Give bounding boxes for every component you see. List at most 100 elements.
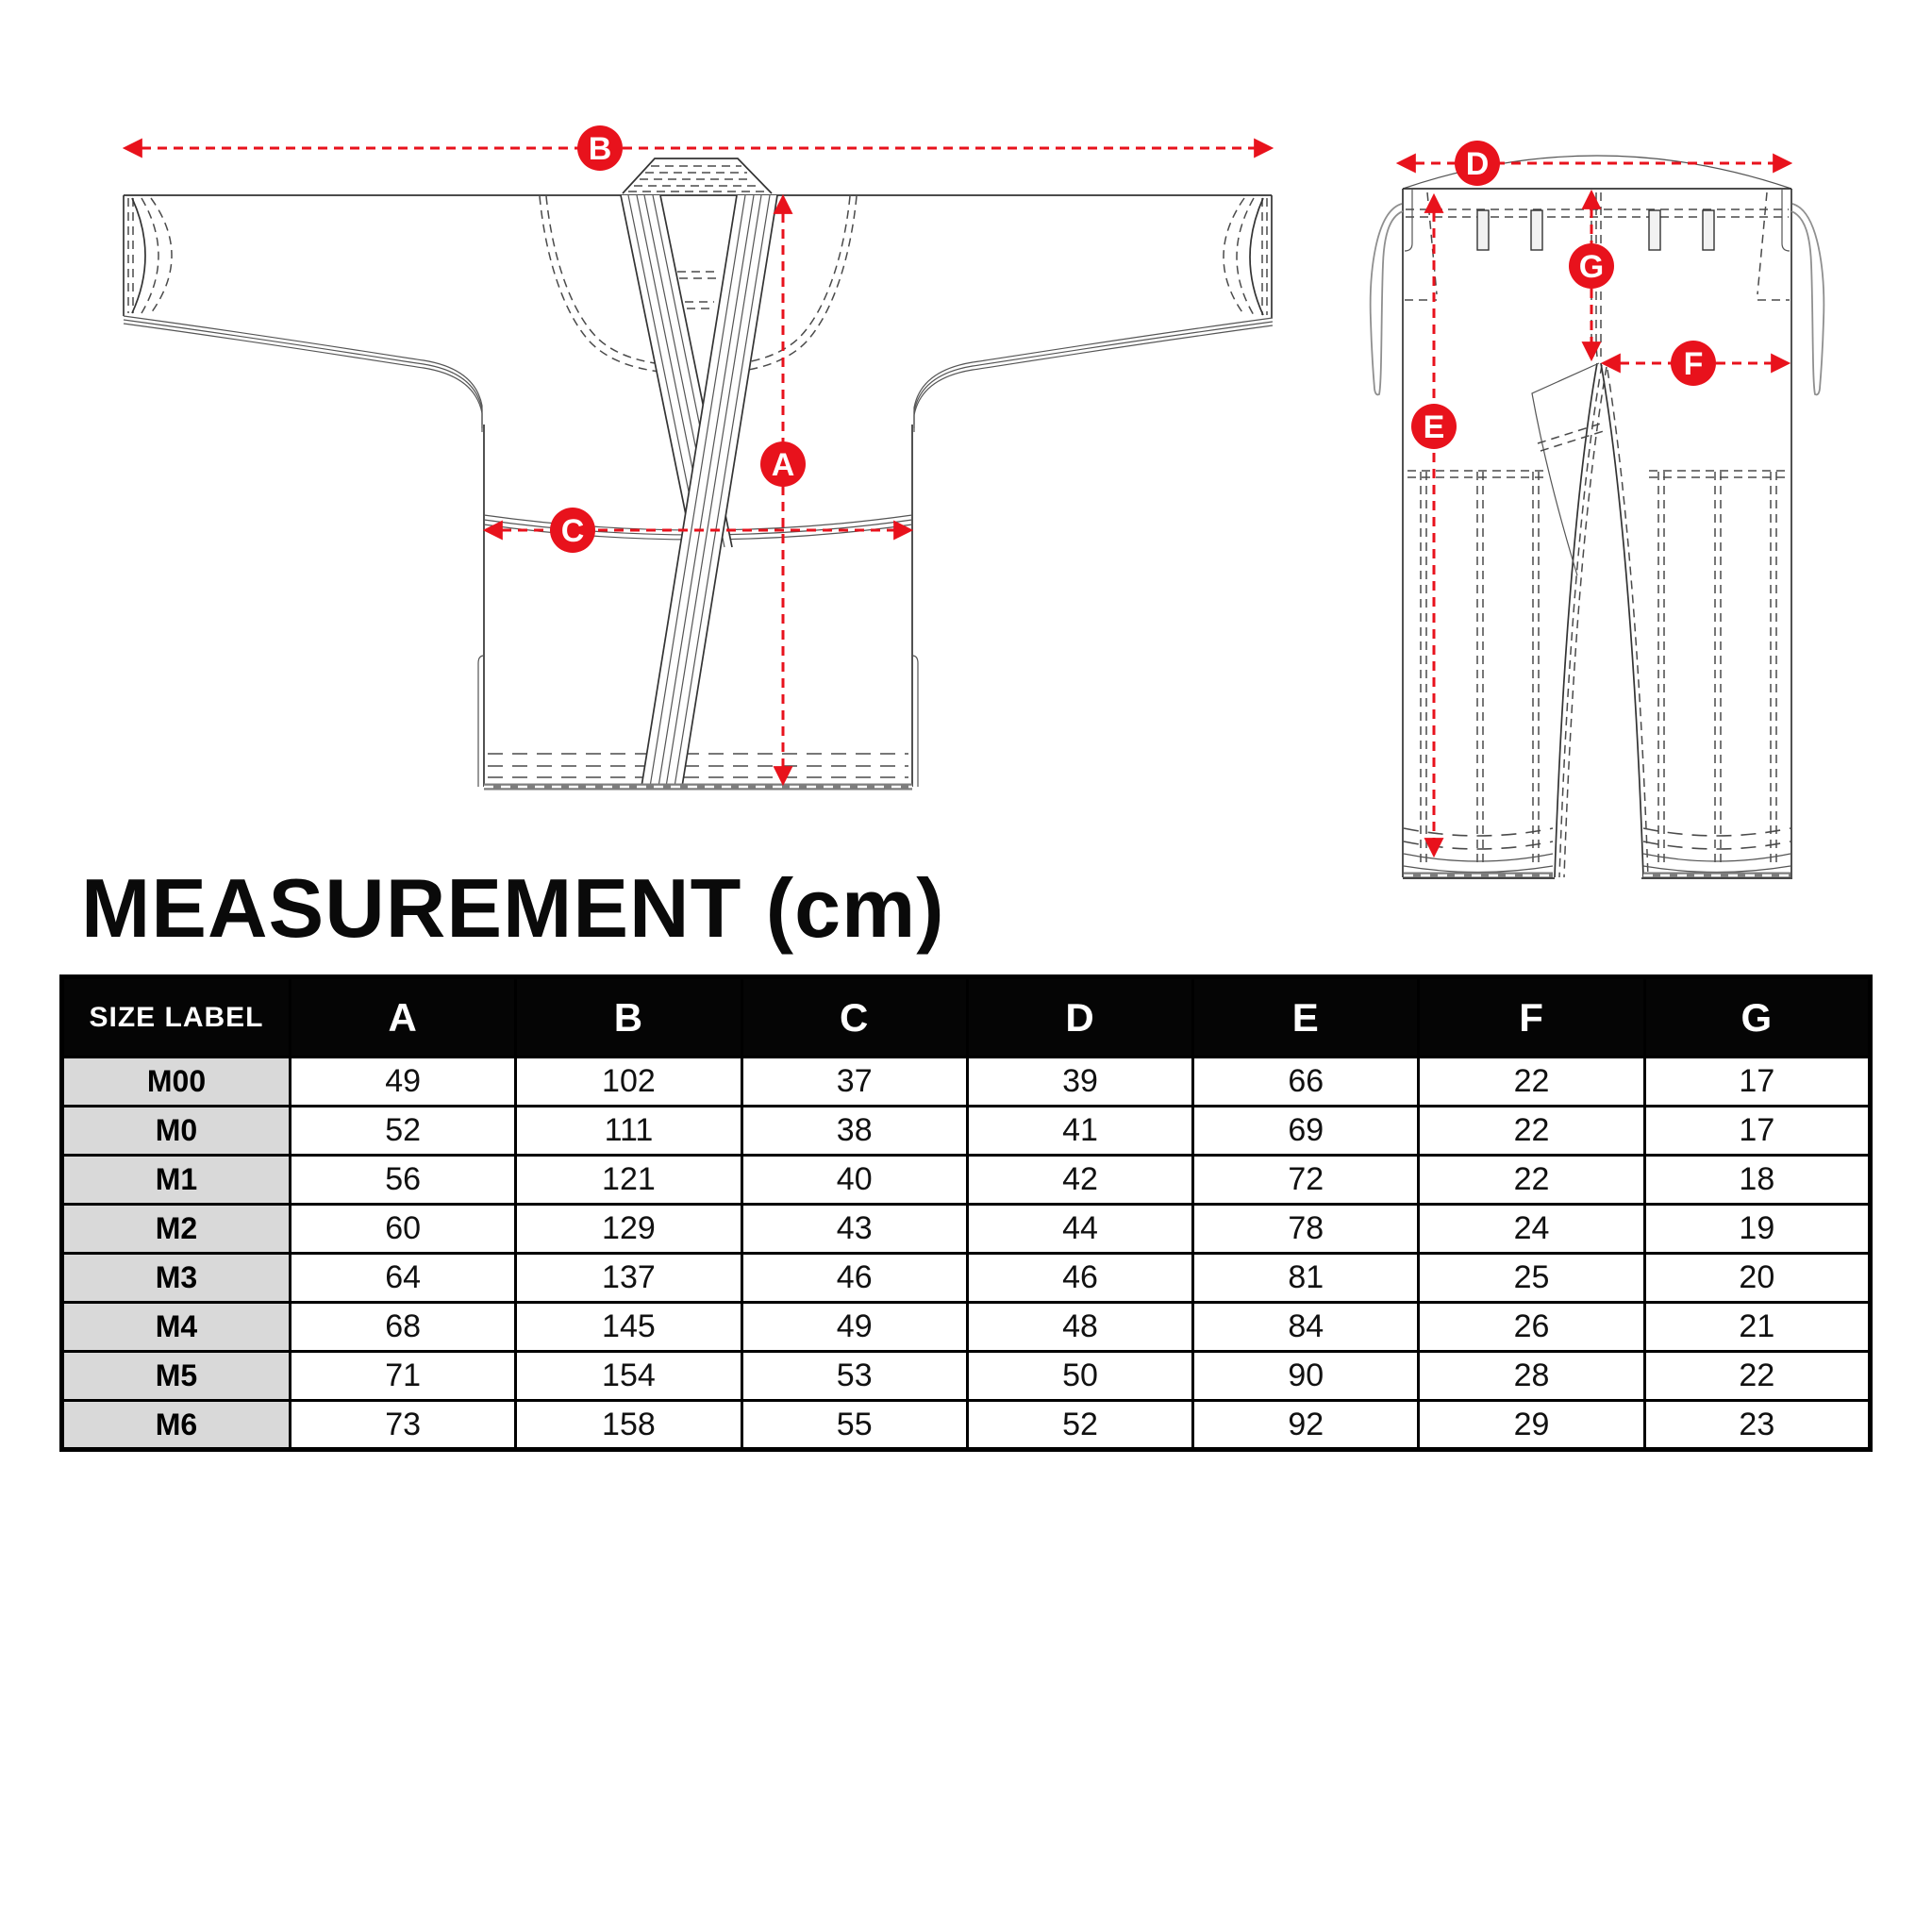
- table-row: M3 64 137 46 46 81 25 20: [60, 1252, 1873, 1304]
- measurement-cell: 73: [288, 1399, 518, 1451]
- measurement-cell: 39: [965, 1056, 1195, 1108]
- measurement-cell: 37: [740, 1056, 969, 1108]
- header-size-label: SIZE LABEL: [60, 975, 291, 1058]
- measurement-cell: 20: [1642, 1252, 1873, 1304]
- measurement-cell: 78: [1191, 1203, 1421, 1255]
- pants-right-waist-tab: [1781, 189, 1790, 252]
- measurement-cell: 55: [740, 1399, 969, 1451]
- marker-label-D: D: [1466, 146, 1490, 182]
- jacket-right-cuff: [1223, 195, 1273, 318]
- table-row: M4 68 145 49 48 84 26 21: [60, 1301, 1873, 1353]
- measurement-cell: 64: [288, 1252, 518, 1304]
- measurement-cell: 24: [1417, 1203, 1646, 1255]
- measurement-cell: 145: [514, 1301, 743, 1353]
- measurement-cell: 111: [514, 1105, 743, 1157]
- jacket-armhole-seams: [539, 195, 858, 373]
- marker-badge-A: A: [760, 441, 806, 487]
- measurement-cell: 44: [965, 1203, 1195, 1255]
- measurement-cell: 25: [1417, 1252, 1646, 1304]
- measurement-cell: 22: [1417, 1105, 1646, 1157]
- header-measure-F: F: [1417, 975, 1646, 1058]
- measurement-badges: A B C D E F G: [550, 125, 1716, 553]
- pants-drawstring-cords: [1369, 203, 1825, 396]
- table-row: M00 49 102 37 39 66 22 17: [60, 1056, 1873, 1108]
- pants-right-cuff: [1641, 827, 1792, 879]
- measurement-cell: 154: [514, 1350, 743, 1402]
- measurement-cell: 72: [1191, 1154, 1421, 1206]
- page-title: MEASUREMENT (cm): [81, 861, 945, 955]
- measurement-cell: 48: [965, 1301, 1195, 1353]
- measurement-cell: 19: [1642, 1203, 1873, 1255]
- marker-label-A: A: [772, 447, 795, 483]
- measurement-cell: 43: [740, 1203, 969, 1255]
- header-measure-G: G: [1642, 975, 1873, 1058]
- measurement-cell: 21: [1642, 1301, 1873, 1353]
- jacket-drawing: [123, 158, 1274, 791]
- measurement-cell: 66: [1191, 1056, 1421, 1108]
- measurement-cell: 50: [965, 1350, 1195, 1402]
- size-label-cell: M5: [60, 1350, 291, 1402]
- size-label-cell: M1: [60, 1154, 291, 1206]
- measurement-cell: 23: [1642, 1399, 1873, 1451]
- measurement-cell: 158: [514, 1399, 743, 1451]
- measurement-cell: 90: [1191, 1350, 1421, 1402]
- measurement-cell: 22: [1642, 1350, 1873, 1402]
- size-label-cell: M4: [60, 1301, 291, 1353]
- marker-label-G: G: [1579, 249, 1604, 285]
- marker-badge-D: D: [1455, 141, 1500, 186]
- table-row: M6 73 158 55 52 92 29 23: [60, 1399, 1873, 1451]
- jacket-left-vent: [477, 655, 485, 787]
- size-label-cell: M00: [60, 1056, 291, 1108]
- marker-label-C: C: [561, 513, 585, 549]
- measurement-cell: 52: [288, 1105, 518, 1157]
- pants-left-waist-tab: [1404, 189, 1413, 252]
- pants-belt-loops: [1476, 209, 1715, 251]
- marker-badge-G: G: [1569, 243, 1614, 289]
- size-table-container: SIZE LABEL A B C D E F G M00 49 102 37 39 66 22 17 M0 52…: [59, 974, 1873, 1452]
- measurement-cell: 129: [514, 1203, 743, 1255]
- measurement-cell: 26: [1417, 1301, 1646, 1353]
- measurement-cell: 41: [965, 1105, 1195, 1157]
- size-table: SIZE LABEL A B C D E F G M00 49 102 37 39 66 22 17 M0 52…: [59, 974, 1873, 1452]
- jacket-right-lapel: [641, 194, 778, 788]
- measurement-cell: 22: [1417, 1154, 1646, 1206]
- size-table-header-row: SIZE LABEL A B C D E F G: [60, 975, 1873, 1058]
- table-row: M1 56 121 40 42 72 22 18: [60, 1154, 1873, 1206]
- jacket-left-cuff: [123, 195, 173, 316]
- marker-label-B: B: [589, 131, 612, 167]
- size-label-cell: M3: [60, 1252, 291, 1304]
- measurement-cell: 49: [288, 1056, 518, 1108]
- measurement-cell: 17: [1642, 1105, 1873, 1157]
- garment-diagram: A B C D E F G: [122, 125, 1825, 879]
- marker-badge-F: F: [1671, 341, 1716, 386]
- header-measure-A: A: [288, 975, 518, 1058]
- marker-badge-B: B: [577, 125, 623, 171]
- measurement-cell: 52: [965, 1399, 1195, 1451]
- measurement-cell: 68: [288, 1301, 518, 1353]
- measurement-cell: 84: [1191, 1301, 1421, 1353]
- size-label-cell: M2: [60, 1203, 291, 1255]
- measurement-cell: 46: [965, 1252, 1195, 1304]
- measurement-cell: 17: [1642, 1056, 1873, 1108]
- measurement-cell: 53: [740, 1350, 969, 1402]
- marker-badge-E: E: [1411, 404, 1457, 449]
- jacket-collar-back: [622, 158, 773, 194]
- jacket-underarm-seams: [123, 315, 1274, 433]
- measurement-cell: 22: [1417, 1056, 1646, 1108]
- header-measure-B: B: [514, 975, 743, 1058]
- pants-gusset-flap: [1531, 362, 1607, 576]
- pants-inner-legs: [1554, 362, 1649, 878]
- measurement-cell: 49: [740, 1301, 969, 1353]
- marker-label-E: E: [1424, 409, 1445, 445]
- measurement-cell: 137: [514, 1252, 743, 1304]
- size-label-cell: M6: [60, 1399, 291, 1451]
- table-row: M0 52 111 38 41 69 22 17: [60, 1105, 1873, 1157]
- measurement-cell: 121: [514, 1154, 743, 1206]
- measurement-cell: 18: [1642, 1154, 1873, 1206]
- measurement-cell: 81: [1191, 1252, 1421, 1304]
- size-label-cell: M0: [60, 1105, 291, 1157]
- pants-knee-panel-seams: [1407, 470, 1789, 866]
- marker-badge-C: C: [550, 508, 595, 553]
- jacket-right-vent: [911, 655, 919, 787]
